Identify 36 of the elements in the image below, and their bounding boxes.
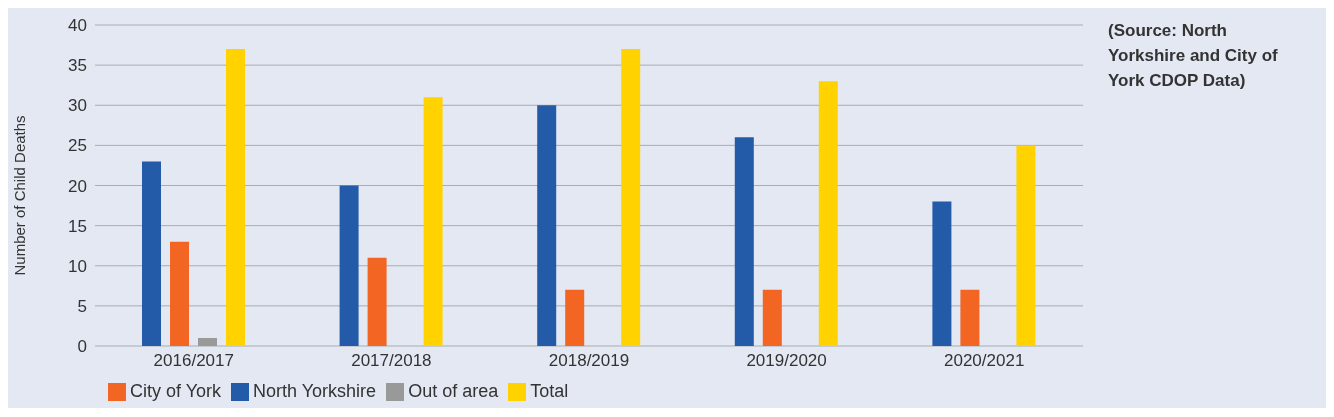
bar <box>762 289 782 346</box>
y-axis-title: Number of Child Deaths <box>11 115 29 276</box>
y-tick-label: 5 <box>77 296 87 316</box>
y-tick-label: 25 <box>68 136 87 156</box>
bar <box>818 81 838 346</box>
legend-label: City of York <box>130 381 222 401</box>
bar <box>565 289 585 346</box>
x-tick-label: 2020/2021 <box>944 351 1025 371</box>
bar <box>1016 145 1036 346</box>
y-tick-label: 40 <box>68 16 87 36</box>
y-tick-label: 0 <box>77 337 87 357</box>
bar <box>142 161 161 346</box>
bar <box>367 257 387 346</box>
bar <box>339 185 359 346</box>
bar <box>621 49 641 346</box>
bar <box>932 201 952 346</box>
bar <box>423 97 443 346</box>
y-tick-label: 35 <box>68 56 87 76</box>
x-tick-label: 2017/2018 <box>351 351 432 371</box>
y-tick-label: 10 <box>68 256 87 276</box>
bar <box>198 337 217 346</box>
bar <box>226 49 245 346</box>
y-tick-label: 30 <box>68 96 87 116</box>
y-tick-label: 20 <box>68 176 87 196</box>
bar <box>734 137 754 346</box>
bar <box>170 241 189 346</box>
legend-label: North Yorkshire <box>253 381 377 401</box>
bar <box>537 105 557 346</box>
x-tick-label: 2016/2017 <box>153 351 234 371</box>
bar <box>960 289 980 346</box>
legend-label: Total <box>530 381 569 401</box>
legend-label: Out of area <box>408 381 499 401</box>
x-tick-label: 2018/2019 <box>548 351 630 371</box>
x-tick-label: 2019/2020 <box>746 351 827 371</box>
text: (Source: North Yorkshire and City of York CDOP Data) <box>1108 20 1279 92</box>
y-tick-label: 15 <box>68 216 87 236</box>
